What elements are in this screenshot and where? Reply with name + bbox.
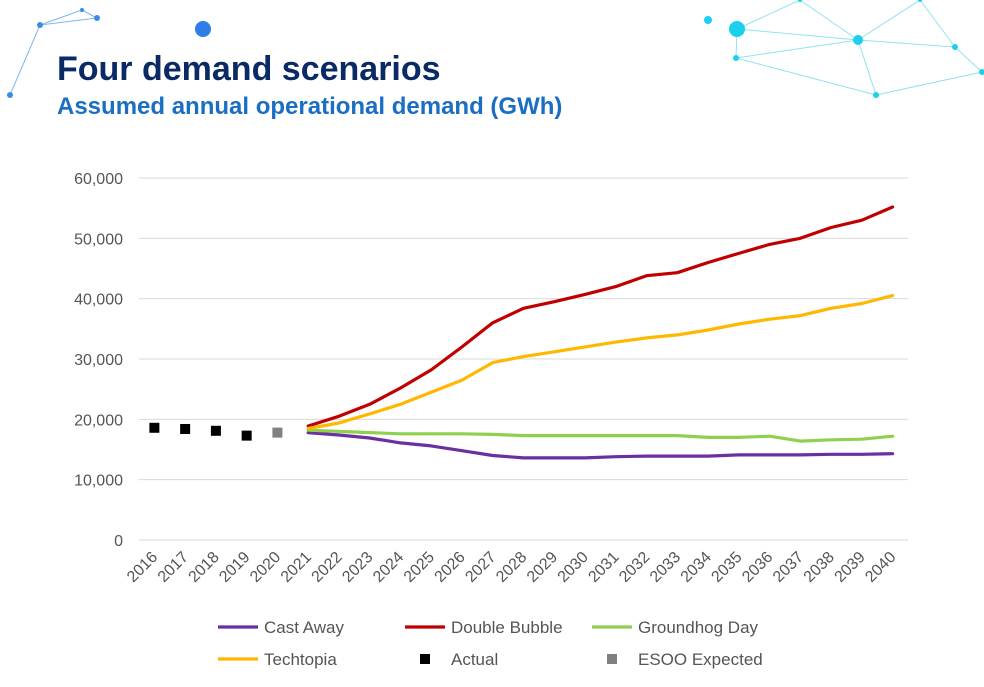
x-tick-label: 2018 [186,549,223,586]
decoration-link [736,0,801,30]
y-axis-ticks: 0 10,000 20,000 30,000 40,000 50,000 60,000 [74,171,123,550]
x-tick-label: 2017 [155,549,192,586]
y-tick-label: 0 [114,533,123,550]
legend-swatch-esoo-expected [607,654,617,664]
decoration-link [875,71,983,96]
y-tick-label: 30,000 [74,352,123,369]
decoration-link [919,0,956,48]
x-tick-label: 2020 [247,549,284,586]
x-tick-label: 2032 [616,549,653,586]
x-tick-label: 2029 [524,549,561,586]
decoration-node [94,15,100,21]
series-line-double-bubble [306,205,895,428]
y-tick-label: 20,000 [74,412,123,429]
x-tick-label: 2028 [493,549,530,586]
x-tick-label: 2027 [462,549,499,586]
decoration-link [9,24,41,96]
y-tick-label: 40,000 [74,292,123,309]
series-group [149,205,895,460]
decoration-node [798,0,802,2]
x-tick-label: 2038 [801,549,838,586]
x-tick-label: 2040 [862,549,899,586]
series-line-cast-away [306,431,895,460]
decoration-node [853,35,863,45]
decoration-node [729,21,745,37]
x-tick-label: 2035 [708,549,745,586]
decoration-node [873,92,879,98]
x-tick-label: 2019 [216,549,253,586]
x-tick-label: 2030 [555,549,592,586]
page-subtitle: Assumed annual operational demand (GWh) [57,93,563,120]
x-tick-label: 2024 [370,549,407,586]
marker-actual [241,430,252,441]
legend-label-cast-away: Cast Away [264,618,345,637]
decoration-link [735,39,859,59]
decoration-node [195,21,211,37]
decoration-link [857,39,956,48]
decoration-link [799,0,859,41]
decoration-node [80,8,84,12]
legend-label-double-bubble: Double Bubble [451,618,563,637]
decoration-link [857,0,921,41]
x-tick-label: 2026 [432,549,469,586]
decoration-link [39,17,98,26]
legend-label-techtopia: Techtopia [264,650,337,669]
y-tick-label: 60,000 [74,171,123,188]
legend-label-actual: Actual [451,650,498,669]
x-tick-label: 2036 [739,549,776,586]
decoration-link [735,57,877,96]
decoration-node [733,55,739,61]
y-tick-label: 50,000 [74,231,123,248]
marker-actual [180,423,191,434]
page-title: Four demand scenarios [57,50,441,88]
x-tick-label: 2037 [770,549,807,586]
legend-swatch-actual [420,654,430,664]
legend-label-esoo-expected: ESOO Expected [638,650,763,669]
x-tick-label: 2016 [124,549,161,586]
x-tick-label: 2033 [647,549,684,586]
x-tick-label: 2022 [309,549,346,586]
x-tick-label: 2021 [278,549,315,586]
marker-esoo-expected [272,427,283,438]
decoration-link [736,28,859,41]
legend-label-groundhog-day: Groundhog Day [638,618,759,637]
y-tick-label: 10,000 [74,473,123,490]
decoration-node [979,69,984,75]
decoration-link [954,46,983,73]
decoration-node [918,0,922,2]
decoration-node [952,44,958,50]
decoration-link [39,9,83,26]
marker-actual [149,422,160,433]
decoration-link [857,39,877,96]
x-tick-label: 2039 [831,549,868,586]
x-tick-label: 2034 [678,549,715,586]
x-tick-label: 2025 [401,549,438,586]
series-line-groundhog-day [306,428,895,443]
decoration-node [704,16,712,24]
legend: Cast Away Double Bubble Groundhog Day Techt… [218,618,763,669]
x-tick-label: 2023 [339,549,376,586]
marker-actual [210,425,221,436]
series-line-techtopia [306,294,895,430]
decoration-node [37,22,43,28]
gridlines [139,177,908,541]
decoration-node [7,92,13,98]
x-axis-ticks: 2016201720182019202020212022202320242025… [124,549,900,586]
x-tick-label: 2031 [585,549,622,586]
